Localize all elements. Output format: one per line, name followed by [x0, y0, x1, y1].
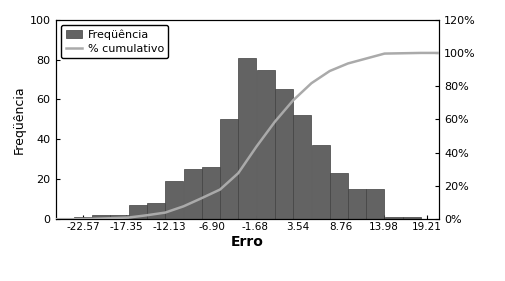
Bar: [92, 215, 110, 219]
Bar: [257, 69, 275, 219]
Bar: [366, 189, 384, 219]
Bar: [184, 169, 201, 219]
Bar: [129, 205, 147, 219]
Bar: [403, 217, 421, 219]
Bar: [348, 189, 366, 219]
Bar: [385, 217, 402, 219]
Bar: [111, 215, 129, 219]
Bar: [275, 89, 293, 219]
X-axis label: Erro: Erro: [231, 235, 264, 249]
Bar: [293, 115, 311, 219]
Y-axis label: Freqüência: Freqüência: [13, 85, 26, 154]
Legend: Freqüência, % cumulativo: Freqüência, % cumulativo: [61, 25, 169, 58]
Bar: [312, 145, 330, 219]
Bar: [165, 181, 183, 219]
Bar: [238, 58, 257, 219]
Bar: [147, 203, 165, 219]
Bar: [330, 173, 348, 219]
Bar: [202, 167, 220, 219]
Bar: [74, 217, 92, 219]
Bar: [220, 119, 238, 219]
